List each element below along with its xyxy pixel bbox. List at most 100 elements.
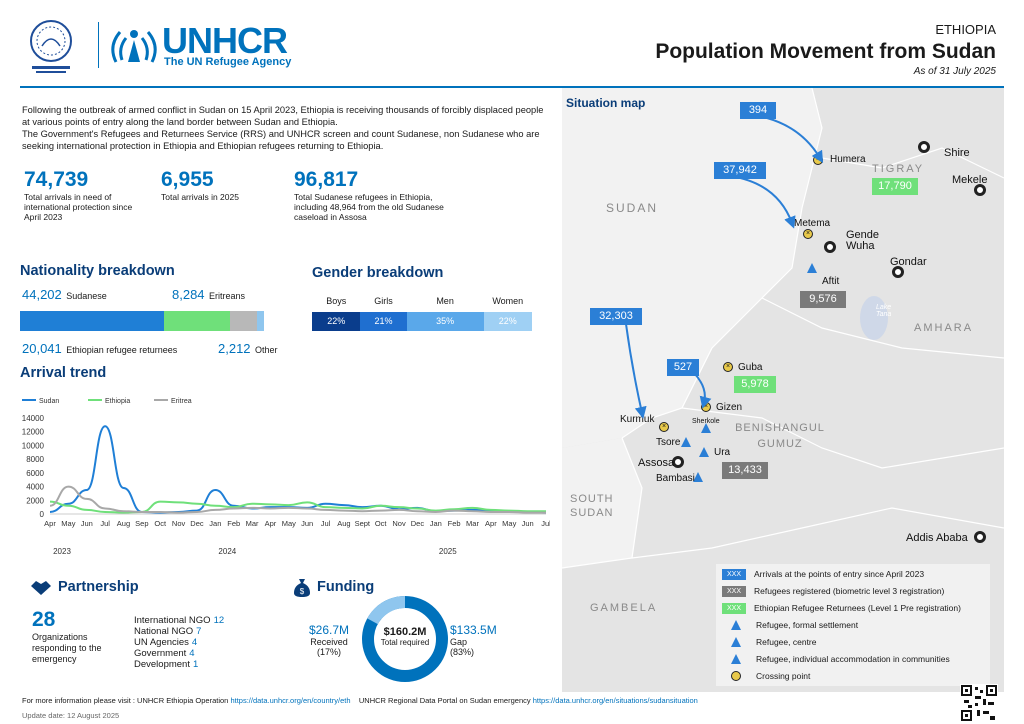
x-tick-label: Nov bbox=[392, 519, 406, 528]
arrival-box: 527 bbox=[667, 359, 699, 376]
logo-divider bbox=[98, 22, 99, 68]
handshake-icon bbox=[31, 581, 51, 595]
year-label: 2024 bbox=[218, 547, 236, 556]
as-of-date: As of 31 July 2025 bbox=[913, 66, 996, 77]
partner-count: 28 bbox=[32, 608, 56, 631]
town-marker-icon bbox=[824, 241, 836, 253]
refugee-settlement-icon bbox=[731, 620, 741, 630]
legend-text: Ethiopian Refugee Returnees (Level 1 Pre… bbox=[754, 602, 961, 613]
partner-count-value: 4 bbox=[191, 637, 198, 648]
place-label: Bambasi bbox=[656, 473, 695, 484]
kpi-arrivals-2025: 6,955 Total arrivals in 2025 bbox=[161, 168, 276, 202]
place-label: Metema bbox=[794, 218, 831, 229]
other-value: 2,212 bbox=[218, 341, 251, 356]
south-sudan-area bbox=[562, 438, 642, 568]
gender-col-label: Girls bbox=[374, 296, 393, 306]
kpi-sudanese-refugees: 96,817 Total Sudanese refugees in Ethiop… bbox=[294, 168, 459, 222]
crossing-point-icon bbox=[731, 671, 741, 681]
crossing-point-icon: × bbox=[659, 422, 669, 432]
biometric-box: 9,576 bbox=[800, 291, 846, 308]
legend-text: Arrivals at the points of entry since Ap… bbox=[754, 568, 925, 579]
y-tick-label: 2000 bbox=[26, 496, 44, 505]
partner-count-value: 1 bbox=[192, 659, 199, 670]
x-tick-label: Dec bbox=[411, 519, 425, 528]
y-tick-label: 6000 bbox=[26, 469, 44, 478]
x-tick-label: Nov bbox=[172, 519, 186, 528]
arrival-box: 37,942 bbox=[714, 162, 766, 179]
update-date: Update date: 12 August 2025 bbox=[22, 711, 120, 720]
received-label: Received bbox=[310, 637, 348, 647]
refugee-settlement-icon bbox=[681, 437, 691, 447]
legend-swatch: XXX bbox=[722, 585, 746, 597]
intro-text: Following the outbreak of armed conflict… bbox=[22, 104, 552, 152]
place-label: Assosa bbox=[638, 457, 675, 469]
arrival-trend-chart: Sudan Ethiopia Eritrea 0 2000 4000 6000 8000 100… bbox=[22, 398, 550, 556]
place-label: Gende Wuha bbox=[846, 229, 880, 252]
gender-seg: 22% bbox=[312, 312, 361, 331]
partner-type: Government bbox=[134, 648, 187, 659]
legend-label: Sudan bbox=[39, 398, 59, 405]
x-tick-label: Feb bbox=[448, 519, 461, 528]
nat-seg-returnees bbox=[164, 311, 230, 331]
kpi-label: Total arrivals in 2025 bbox=[161, 192, 239, 202]
x-tick-label: Jun bbox=[81, 519, 93, 528]
portal-label: UNHCR Regional Data Portal on Sudan emer… bbox=[358, 696, 531, 705]
other-label: Other bbox=[255, 345, 278, 355]
x-tick-label: Feb bbox=[227, 519, 240, 528]
partner-count-value: 12 bbox=[213, 615, 225, 626]
x-tick-label: Mar bbox=[466, 519, 479, 528]
gender-seg: 22% bbox=[483, 312, 532, 331]
region-label: GAMBELA bbox=[590, 602, 658, 614]
nat-seg-other bbox=[256, 311, 264, 331]
map-heading: Situation map bbox=[566, 96, 646, 110]
place-label: Guba bbox=[738, 362, 763, 373]
x-tick-label: Jun bbox=[301, 519, 313, 528]
money-bag-icon: $ bbox=[294, 579, 310, 597]
region-label: AMHARA bbox=[914, 322, 974, 334]
x-tick-label: Oct bbox=[154, 519, 167, 528]
town-marker-icon bbox=[672, 456, 684, 468]
x-tick-label: Apr bbox=[44, 519, 56, 528]
crossing-point-icon: × bbox=[813, 155, 823, 165]
region-label: BENISHANGUL GUMUZ bbox=[735, 422, 825, 450]
returnee-stat: 20,041 Ethiopian refugee returnees bbox=[22, 340, 177, 358]
gender-bar: 22% 21% 35% 22% bbox=[312, 312, 532, 331]
legend-row: XXX Refugees registered (biometric level … bbox=[722, 585, 984, 597]
town-marker-icon bbox=[974, 531, 986, 543]
arrival-box: 32,303 bbox=[590, 308, 642, 325]
partner-row: Development 1 bbox=[134, 659, 224, 670]
portal-link[interactable]: https://data.unhcr.org/en/situations/sud… bbox=[532, 696, 698, 705]
eritrean-stat: 8,284 Eritreans bbox=[172, 286, 245, 304]
x-tick-label: May bbox=[502, 519, 516, 528]
map-legend: XXX Arrivals at the points of entry since… bbox=[716, 564, 990, 686]
partner-type: UN Agencies bbox=[134, 637, 189, 648]
intro-paragraph-2: The Government's Refugees and Returnees … bbox=[22, 129, 540, 151]
refugee-settlement-icon bbox=[807, 263, 817, 273]
legend-row: Refugee, formal settlement bbox=[722, 619, 984, 631]
x-tick-label: Jul bbox=[100, 519, 110, 528]
kpi-value: 96,817 bbox=[294, 168, 359, 191]
gender-heading: Gender breakdown bbox=[312, 265, 444, 281]
ethiopia-government-emblem-icon bbox=[30, 20, 72, 73]
gender-seg: 35% bbox=[406, 312, 484, 331]
nat-seg-eritreans bbox=[229, 311, 257, 331]
partner-row: Government 4 bbox=[134, 648, 224, 659]
sudanese-stat: 44,202 Sudanese bbox=[22, 286, 107, 304]
y-tick-label: 12000 bbox=[22, 428, 45, 437]
partner-type: National NGO bbox=[134, 626, 194, 637]
y-tick-label: 10000 bbox=[22, 441, 45, 450]
gap-label: Gap bbox=[450, 637, 468, 647]
other-stat: 2,212 Other bbox=[218, 340, 278, 358]
town-marker-icon bbox=[892, 266, 904, 278]
funding-received: $26.7M Received (17%) bbox=[300, 623, 358, 657]
operation-link[interactable]: https://data.unhcr.org/en/country/eth bbox=[230, 696, 351, 705]
country-label: ETHIOPIA bbox=[935, 22, 996, 37]
refugee-settlement-icon bbox=[701, 423, 711, 433]
refugee-settlement-icon bbox=[693, 472, 703, 482]
partner-row: International NGO 12 bbox=[134, 615, 224, 626]
eritrean-label: Eritreans bbox=[209, 291, 246, 301]
legend-text: Crossing point bbox=[756, 670, 811, 681]
x-tick-label: Jul bbox=[321, 519, 331, 528]
place-label: Humera bbox=[830, 154, 866, 165]
legend-item: Sudan bbox=[22, 398, 59, 405]
